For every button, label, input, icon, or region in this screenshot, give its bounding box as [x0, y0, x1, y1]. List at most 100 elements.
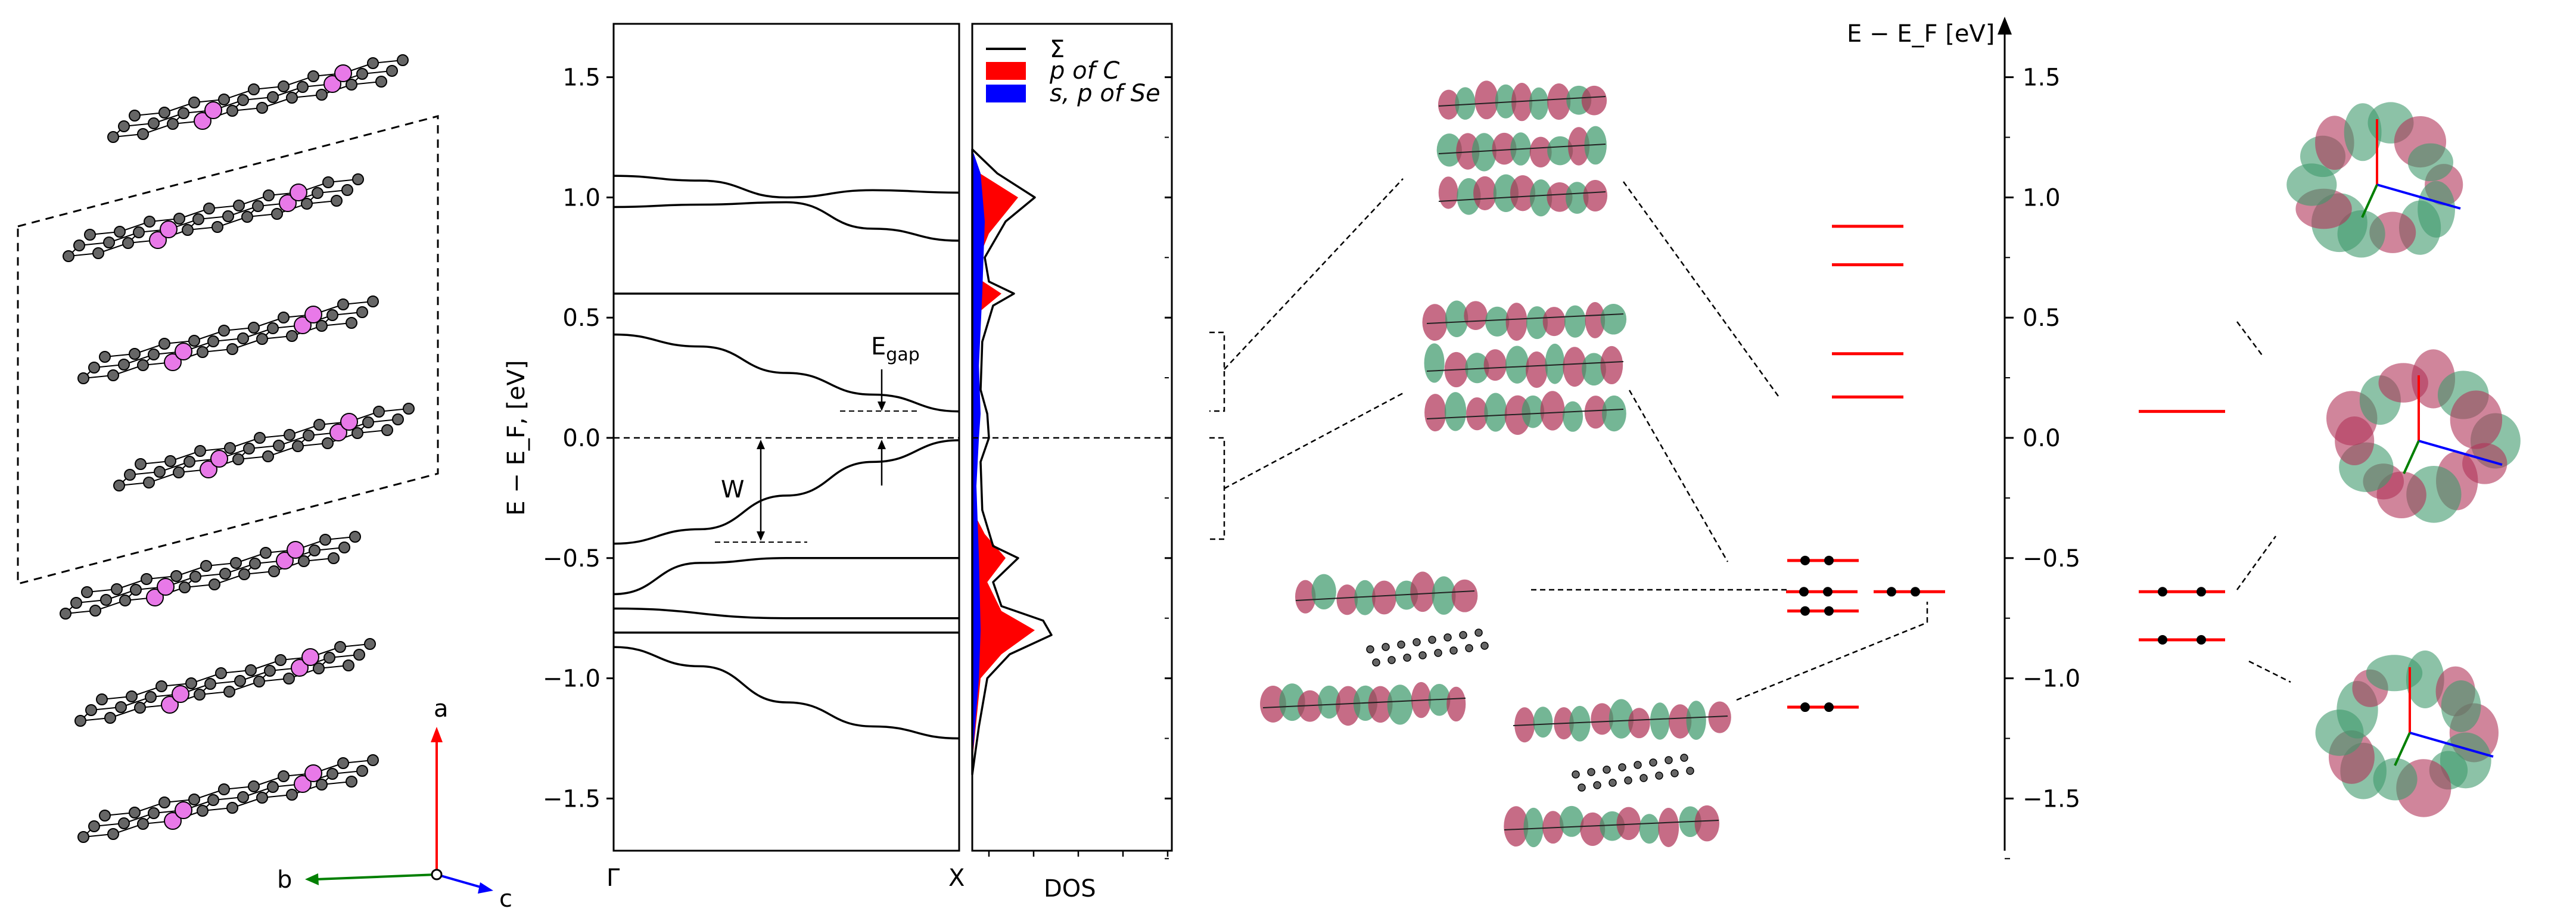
- carbon-atom: [197, 346, 209, 358]
- orbital-lobe: [1422, 304, 1448, 341]
- carbon-atom: [218, 325, 230, 337]
- carbon-atom: [219, 568, 231, 580]
- carbon-atom: [352, 173, 364, 185]
- c-axis-arrowhead: [478, 882, 493, 894]
- orbital-lobe: [1564, 305, 1586, 338]
- carbon-atom: [148, 349, 160, 360]
- band-valence-upper: [613, 333, 960, 413]
- orbital-lobe: [1580, 812, 1606, 847]
- selenium-atom: [334, 64, 352, 82]
- carbon-atom: [218, 94, 230, 105]
- carbon-atom: [278, 80, 290, 92]
- orbital-lobe: [1616, 807, 1641, 841]
- band-y-ticks: 1.5 1.0 0.5 0.0 −0.5 −1.0 −1.5: [543, 64, 614, 813]
- carbon-atom: [263, 189, 275, 201]
- dos-x-axis-label: DOS: [1044, 875, 1096, 903]
- selenium-atom: [164, 353, 182, 371]
- carbon-atom: [260, 547, 272, 559]
- carbon-atom: [392, 413, 404, 425]
- carbon-atom: [275, 654, 287, 666]
- orbital-lobe: [1529, 179, 1553, 217]
- carbon-atom: [232, 453, 244, 465]
- dos-pofc: [972, 168, 1035, 763]
- orbital-lobe: [1372, 580, 1396, 615]
- molecule-backbone: [1438, 191, 1606, 202]
- levels-axis-arrowhead: [1998, 17, 2012, 35]
- electron-dot: [2158, 635, 2167, 645]
- carbon-atom: [1428, 636, 1436, 644]
- orbital-lobe: [1547, 136, 1573, 166]
- selenium-atom: [323, 75, 341, 93]
- carbon-atom: [118, 817, 130, 829]
- w-arrowhead-down: [757, 531, 765, 541]
- band-band7: [613, 607, 959, 620]
- carbon-atom: [173, 213, 185, 225]
- carbon-atom: [1413, 638, 1421, 646]
- dos-panel: Σ p of C s, p of Se DOS: [971, 23, 1173, 903]
- orbital-lobe: [1533, 707, 1553, 738]
- connector-right-mid: [2236, 536, 2277, 590]
- carbon-atom: [286, 789, 298, 801]
- carbon-atom: [178, 107, 189, 119]
- carbon-atom: [74, 715, 86, 727]
- electron-dot: [2158, 587, 2167, 597]
- orbital-lobe: [1438, 89, 1460, 120]
- carbon-atom: [209, 578, 220, 590]
- orbital-lobe: [1526, 351, 1548, 388]
- connector-right-upper: [2236, 321, 2264, 358]
- orbital-lobe: [1609, 699, 1634, 739]
- carbon-atom: [1624, 776, 1632, 785]
- egap-arrowhead-up: [878, 440, 886, 449]
- orbital-lobe: [1464, 301, 1488, 331]
- energy-levels-panel: E − E_F [eV] 1.5 1.0 0.5 0.0 −0.5 −1.0 −1.5: [1531, 17, 2291, 860]
- carbon-atom: [170, 570, 182, 582]
- carbon-atom: [1578, 783, 1586, 792]
- levels-axis-label: E − E_F [eV]: [1847, 20, 1995, 48]
- carbon-atom: [1465, 644, 1473, 652]
- carbon-atom: [92, 247, 104, 259]
- carbon-atom: [188, 794, 200, 805]
- carbon-atom: [353, 649, 365, 661]
- orbital-lobe: [1694, 805, 1720, 842]
- selenium-atom: [157, 578, 175, 596]
- local-b-axis: [2394, 732, 2411, 766]
- carbon-atom: [107, 131, 119, 143]
- local-c-axis: [2418, 440, 2503, 466]
- electron-dot: [2197, 587, 2206, 597]
- carbon-atom: [204, 678, 216, 690]
- carbon-atom: [226, 343, 238, 355]
- origin-marker: [431, 869, 443, 880]
- carbon-atom: [141, 573, 153, 585]
- molecule: [77, 754, 379, 843]
- connector-lumo-left: [1622, 181, 1779, 397]
- carbon-atom: [126, 690, 138, 702]
- w-label: W: [721, 476, 745, 503]
- carbon-atom: [1686, 767, 1694, 775]
- carbon-atom: [346, 776, 357, 788]
- orbital-lobe: [1569, 705, 1591, 742]
- carbon-atom: [403, 403, 415, 415]
- levels-ytick-label: −1.5: [2023, 785, 2080, 813]
- carbon-atom: [63, 250, 74, 262]
- carbon-atom: [284, 429, 295, 441]
- levels-ytick-label: 0.5: [2023, 304, 2061, 332]
- level-connectors: [1531, 181, 2291, 701]
- carbon-atom: [313, 419, 325, 431]
- carbon-atom: [1649, 758, 1657, 767]
- band-valence-top: [613, 439, 960, 545]
- dos-spofse: [972, 149, 985, 763]
- carbon-atom: [84, 229, 96, 241]
- band-band2: [613, 201, 960, 242]
- carbon-atom: [297, 81, 309, 93]
- band-structure-panel: 1.5 1.0 0.5 0.0 −0.5 −1.0 −1.5 Egap W Γ X E − …: [503, 23, 965, 892]
- selenium-atom: [276, 552, 294, 570]
- carbon-atom: [278, 312, 290, 323]
- molecule: [113, 403, 415, 491]
- legend-sigma: Σ: [1050, 36, 1065, 63]
- carbon-atom: [286, 330, 298, 342]
- orbital-lobe: [1424, 394, 1446, 432]
- carbon-atom: [89, 605, 101, 617]
- selenium-atom: [304, 764, 322, 782]
- carbon-atom: [237, 94, 249, 106]
- orbital-lobe: [1600, 304, 1627, 335]
